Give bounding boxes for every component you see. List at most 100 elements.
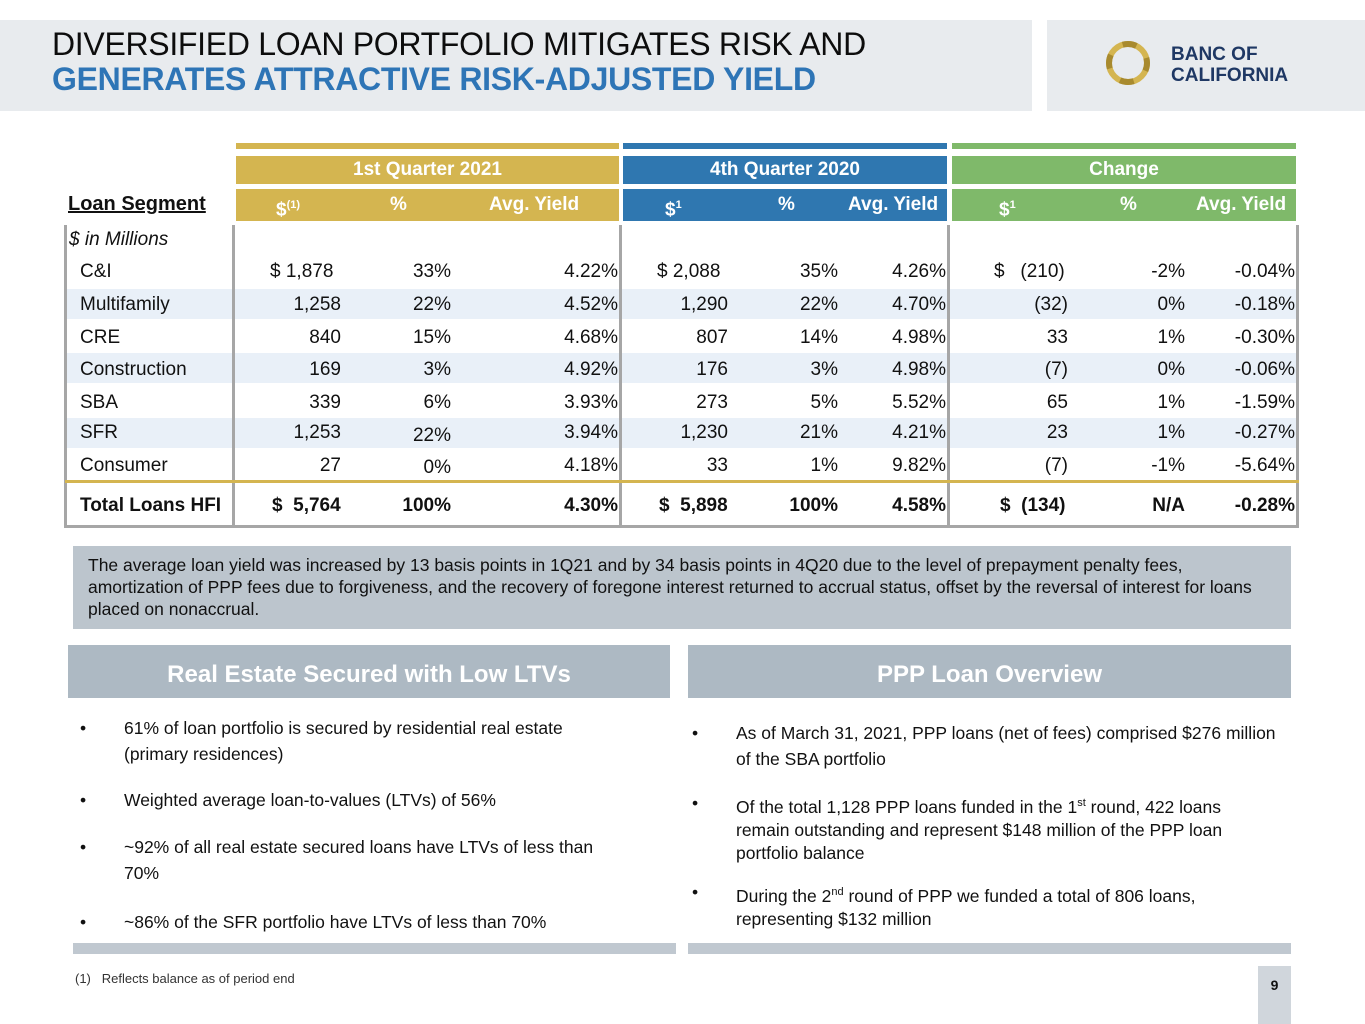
q4-group-header: 4th Quarter 2020 <box>623 156 947 184</box>
q4-yield: 4.98% <box>892 327 946 348</box>
q4-amount: 1,290 <box>680 294 728 315</box>
q1-yield: 4.52% <box>564 294 618 315</box>
real-estate-panel-title: Real Estate Secured with Low LTVs <box>68 645 670 698</box>
change-pct-col-header: % <box>1120 194 1137 215</box>
total-change-amount: $ (134) <box>1000 495 1066 516</box>
change-amount: 65 <box>1046 392 1068 413</box>
units-label: $ in Millions <box>69 229 169 250</box>
q1-pct: 33% <box>412 261 451 282</box>
change-amount: (7) <box>1044 455 1068 476</box>
q1-pct: 6% <box>423 392 451 413</box>
row-shade-construction <box>65 353 1297 383</box>
title-bar <box>0 20 1032 111</box>
total-q1-amount: $ 5,764 <box>272 495 341 516</box>
right-panel-base <box>688 943 1291 954</box>
q4-pct: 14% <box>799 327 838 348</box>
q1-pct: 3% <box>423 359 451 380</box>
q1-amount: 339 <box>309 392 341 413</box>
change-yield: -0.27% <box>1234 422 1295 443</box>
table-border-right <box>1296 225 1299 528</box>
page-title-line2: GENERATES ATTRACTIVE RISK-ADJUSTED YIELD <box>52 61 816 97</box>
total-separator <box>65 480 1299 483</box>
table-divider-2 <box>619 225 622 528</box>
yield-note: The average loan yield was increased by … <box>73 546 1291 629</box>
change-yield-col-header: Avg. Yield <box>1196 194 1287 215</box>
change-group-header: Change <box>952 156 1296 184</box>
change-pct: 0% <box>1157 359 1185 380</box>
row-shade-multifamily <box>65 289 1297 319</box>
total-q4-yield: 4.58% <box>892 495 946 516</box>
q1-amount: 1,258 <box>293 294 341 315</box>
q4-pct-col-header: % <box>778 194 795 215</box>
change-pct: -1% <box>1151 455 1185 476</box>
total-q1-yield: 4.30% <box>564 495 618 516</box>
q1-amount: 840 <box>309 327 341 348</box>
right-bullet-2: • Of the total 1,128 PPP loans funded in … <box>692 793 1223 863</box>
q4-amount: 1,230 <box>680 422 728 443</box>
q4-pct: 3% <box>810 359 838 380</box>
q1-yield: 3.94% <box>564 422 618 443</box>
q4-yield: 4.70% <box>892 294 946 315</box>
left-bullet-4: • ~86% of the SFR portfolio have LTVs of … <box>80 909 614 935</box>
q4-pct: 22% <box>799 294 838 315</box>
ppp-panel-title: PPP Loan Overview <box>688 645 1291 698</box>
change-pct: -2% <box>1151 261 1185 282</box>
q1-group-header: 1st Quarter 2021 <box>236 156 619 184</box>
table-border-left <box>64 225 67 528</box>
q4-dollar-col-header: $1 <box>665 199 682 221</box>
loan-segment-header: Loan Segment <box>68 193 206 215</box>
q1-yield: 3.93% <box>564 392 618 413</box>
total-change-pct: N/A <box>1152 495 1185 516</box>
row-shade-sfr <box>65 418 1297 448</box>
q1-dollar-col-header: $(1) <box>276 199 301 221</box>
q4-subheader: $1 % Avg. Yield <box>623 189 947 221</box>
bullet-icon: • <box>692 793 699 813</box>
right-bullet-1: • As of March 31, 2021, PPP loans (net of… <box>692 720 1276 772</box>
page-number: 9 <box>1258 966 1291 1024</box>
q1-amount: 1,253 <box>293 422 341 443</box>
bullet-icon: • <box>80 837 87 857</box>
change-yield: -0.18% <box>1234 294 1295 315</box>
banc-of-california-logo-icon <box>1106 41 1150 85</box>
change-amount: (32) <box>1034 294 1068 315</box>
change-pct: 1% <box>1157 422 1185 443</box>
logo-panel <box>1047 20 1365 111</box>
total-label: Total Loans HFI <box>80 495 222 516</box>
q1-yield: 4.92% <box>564 359 618 380</box>
q4-group-bar <box>623 143 947 149</box>
total-change-yield: -0.28% <box>1234 495 1295 516</box>
change-amount: $ (210) <box>994 261 1065 282</box>
q4-yield: 4.21% <box>892 422 946 443</box>
total-q4-pct: 100% <box>789 495 838 516</box>
q1-yield-col-header: Avg. Yield <box>489 194 580 215</box>
logo-text-line1: BANC OF <box>1171 44 1258 65</box>
q4-yield: 4.26% <box>892 261 946 282</box>
q1-pct: 15% <box>412 327 451 348</box>
q4-pct: 5% <box>810 392 838 413</box>
left-panel-base <box>73 943 676 954</box>
q1-amount: 169 <box>309 359 341 380</box>
q1-amount: $ 1,878 <box>270 261 334 282</box>
q1-pct: 0% <box>423 457 451 478</box>
q1-pct: 22% <box>412 294 451 315</box>
page-title-line1: DIVERSIFIED LOAN PORTFOLIO MITIGATES RIS… <box>52 26 866 62</box>
change-subheader: $1 % Avg. Yield <box>952 189 1296 221</box>
total-q4-amount: $ 5,898 <box>659 495 728 516</box>
bullet-icon: • <box>80 790 87 810</box>
ppp-panel-title-text: PPP Loan Overview <box>877 661 1102 688</box>
q1-pct: 22% <box>412 425 451 446</box>
bullet-icon: • <box>692 882 699 902</box>
change-yield: -5.64% <box>1234 455 1295 476</box>
row-label: Multifamily <box>80 294 170 315</box>
q4-amount: 176 <box>696 359 728 380</box>
change-yield: -0.06% <box>1234 359 1295 380</box>
change-yield: -1.59% <box>1234 392 1295 413</box>
bullet-icon: • <box>80 718 87 738</box>
change-amount: 23 <box>1046 422 1068 443</box>
q4-amount: 273 <box>696 392 728 413</box>
left-bullet-1: • 61% of loan portfolio is secured by res… <box>80 715 614 767</box>
q1-subheader: $(1) % Avg. Yield <box>236 189 619 221</box>
change-group-bar <box>952 143 1296 149</box>
q1-yield: 4.68% <box>564 327 618 348</box>
q1-yield: 4.18% <box>564 455 618 476</box>
